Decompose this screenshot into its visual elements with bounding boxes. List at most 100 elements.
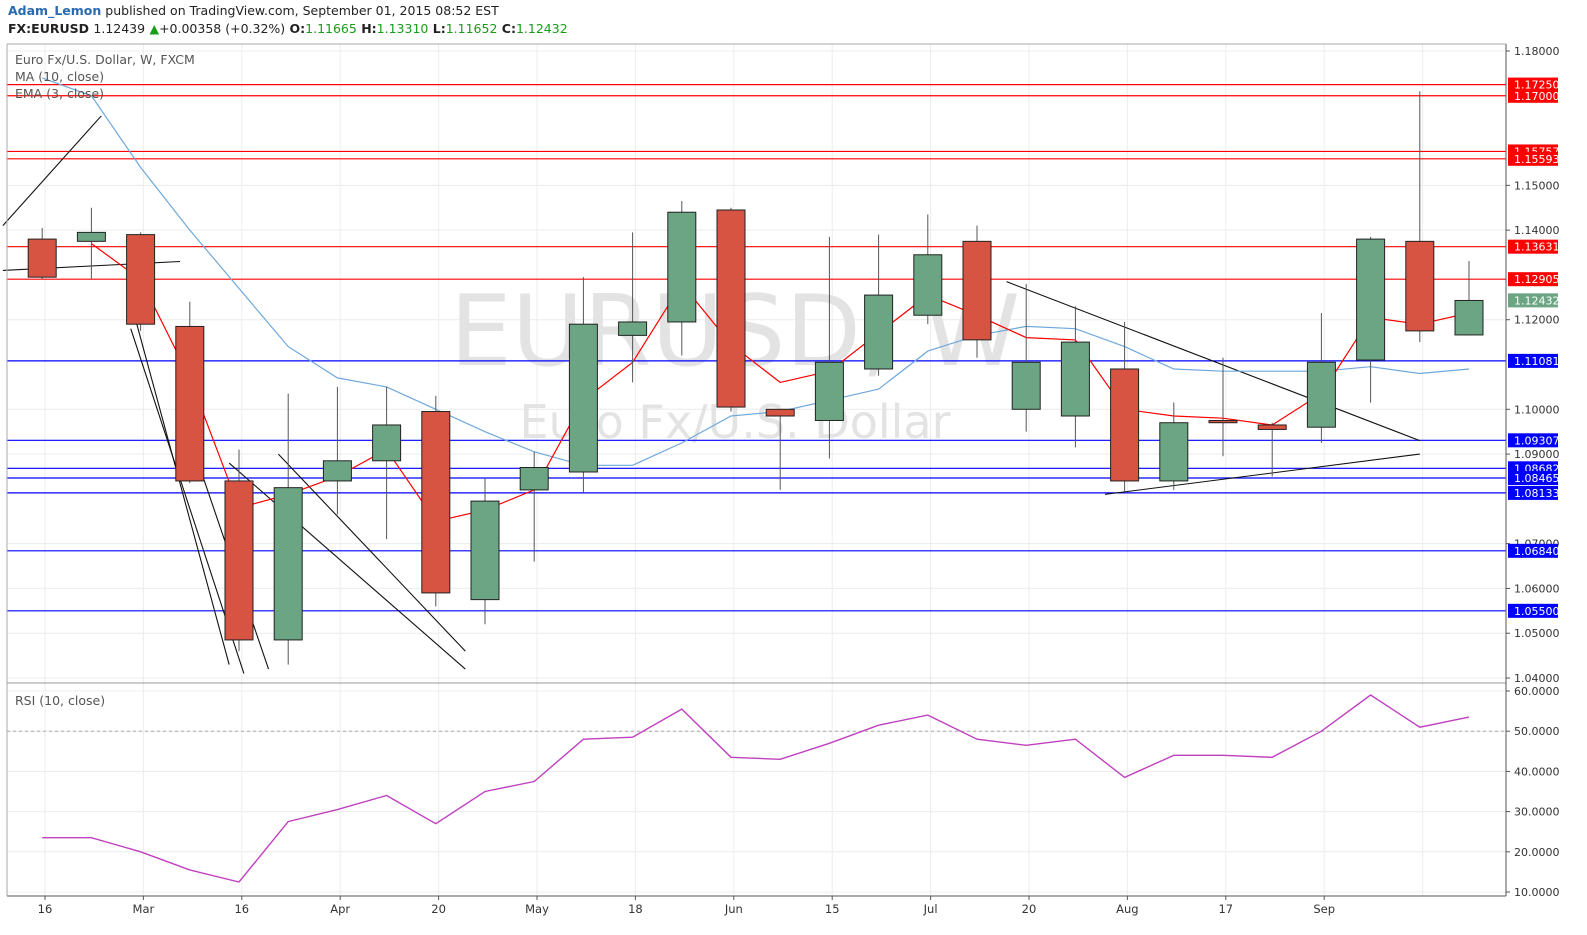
level-price-label: 1.09307	[1514, 434, 1560, 447]
candle-body[interactable]	[1405, 240, 1435, 332]
x-tick-label: 17	[1218, 902, 1233, 916]
candle-body[interactable]	[1159, 422, 1189, 482]
price-labels: 1.172501.170001.157571.155931.136311.129…	[1508, 77, 1560, 618]
rsi-legend[interactable]: RSI (10, close)	[15, 693, 105, 708]
price-tick-label: 1.09000	[1514, 448, 1560, 461]
open-value: 1.11665	[305, 21, 357, 36]
level-price-label: 1.17250	[1514, 79, 1560, 92]
level-price-tag	[1508, 272, 1558, 287]
rsi-tick-label: 40.0000	[1514, 765, 1560, 778]
candle-body[interactable]	[1356, 238, 1386, 361]
rsi-tick-label: 20.0000	[1514, 846, 1560, 859]
candle-body[interactable]	[1208, 419, 1238, 424]
level-price-label: 1.06840	[1514, 545, 1560, 558]
published-text: published on TradingView.com, September …	[105, 3, 499, 18]
x-tick-label: 15	[825, 902, 840, 916]
level-price-tag	[1508, 353, 1558, 368]
rsi-tick-label: 50.0000	[1514, 725, 1560, 738]
level-price-label: 1.17000	[1514, 90, 1560, 103]
candle-body[interactable]	[470, 500, 500, 601]
rsi-tick-label: 10.0000	[1514, 886, 1560, 899]
x-tick-label: Jul	[923, 902, 938, 916]
candle-body[interactable]	[519, 467, 549, 491]
level-price-tag	[1508, 603, 1558, 618]
price-tick-label: 1.14000	[1514, 224, 1560, 237]
up-arrow-icon: ▲	[149, 21, 160, 36]
level-price-tag	[1508, 77, 1558, 92]
candle-body[interactable]	[568, 323, 598, 473]
ema-line	[91, 243, 1470, 522]
price-change: +0.00358 (+0.32%)	[159, 21, 286, 36]
ema-legend[interactable]: EMA (3, close)	[15, 86, 104, 101]
rsi-tick-label: 60.0000	[1514, 685, 1560, 698]
level-price-tag	[1508, 433, 1558, 448]
trendline[interactable]	[1104, 453, 1420, 495]
candle-body[interactable]	[175, 325, 205, 482]
candle-body[interactable]	[421, 411, 451, 594]
candles	[27, 91, 1484, 665]
open-label: O:	[289, 21, 306, 36]
candle-body[interactable]	[1060, 341, 1090, 417]
ma-legend[interactable]: MA (10, close)	[15, 69, 104, 84]
candle-body[interactable]	[126, 234, 156, 325]
price-tick-label: 1.12000	[1514, 314, 1560, 327]
price-tick-label: 1.04000	[1514, 672, 1560, 685]
x-tick-label: 20	[1022, 902, 1037, 916]
candle-body[interactable]	[27, 238, 57, 278]
ma-line	[41, 77, 1470, 466]
close-label: C:	[501, 21, 516, 36]
level-price-tag	[1508, 88, 1558, 103]
candle-body[interactable]	[1306, 361, 1336, 428]
level-price-label: 1.08133	[1514, 487, 1560, 500]
candle-body[interactable]	[962, 240, 992, 341]
x-tick-label: Mar	[133, 902, 155, 916]
low-value: 1.11652	[445, 21, 498, 36]
rsi-line	[42, 694, 1470, 883]
trendline[interactable]	[228, 462, 466, 670]
x-tick-label: Aug	[1116, 902, 1138, 916]
axes: 1.18000 1.15000 1.14000 1.12000 1.10000 1.090…	[6, 43, 1560, 916]
x-tick-label: May	[525, 902, 549, 916]
level-price-tag	[1508, 485, 1558, 500]
candle-body[interactable]	[322, 460, 352, 482]
price-tick-label: 1.15000	[1514, 179, 1560, 192]
author-link[interactable]: Adam_Lemon	[8, 3, 102, 18]
rsi-tick-label: 30.0000	[1514, 806, 1560, 819]
candle-body[interactable]	[76, 231, 106, 242]
trendline[interactable]	[130, 301, 230, 665]
candle-body[interactable]	[1011, 361, 1041, 410]
price-tick-label: 1.18000	[1514, 45, 1560, 58]
grid	[7, 44, 1506, 896]
symbol-label: FX:EURUSD	[8, 21, 90, 36]
candle-body[interactable]	[224, 480, 254, 641]
horizontal-levels	[7, 83, 1506, 612]
candle-body[interactable]	[1257, 424, 1287, 430]
price-tick-label: 1.06000	[1514, 582, 1560, 595]
level-price-label: 1.11081	[1514, 355, 1560, 368]
chart-title: Euro Fx/U.S. Dollar, W, FXCM	[15, 52, 195, 67]
level-price-label: 1.13631	[1514, 241, 1560, 254]
candle-body[interactable]	[273, 487, 303, 641]
last-price-tag	[1508, 293, 1558, 308]
high-label: H:	[361, 21, 377, 36]
level-price-tag	[1508, 151, 1558, 166]
candle-body[interactable]	[1110, 368, 1140, 482]
candle-body[interactable]	[913, 254, 943, 316]
candle-body[interactable]	[864, 294, 894, 370]
candle-body[interactable]	[1454, 299, 1484, 336]
last-price: 1.12439	[93, 21, 146, 36]
candle-body[interactable]	[618, 321, 648, 336]
candle-body[interactable]	[667, 211, 697, 323]
candle-body[interactable]	[765, 408, 795, 417]
ma-10-line	[41, 77, 1470, 466]
high-value: 1.13310	[376, 21, 429, 36]
rsi-pane	[7, 682, 1506, 883]
candle-body[interactable]	[372, 424, 402, 462]
trendline[interactable]	[2, 115, 102, 227]
candle-body[interactable]	[716, 209, 746, 408]
level-price-label: 1.05500	[1514, 605, 1560, 618]
candle-body[interactable]	[814, 361, 844, 421]
ema-3-line	[91, 243, 1470, 522]
level-price-tag	[1508, 471, 1558, 486]
